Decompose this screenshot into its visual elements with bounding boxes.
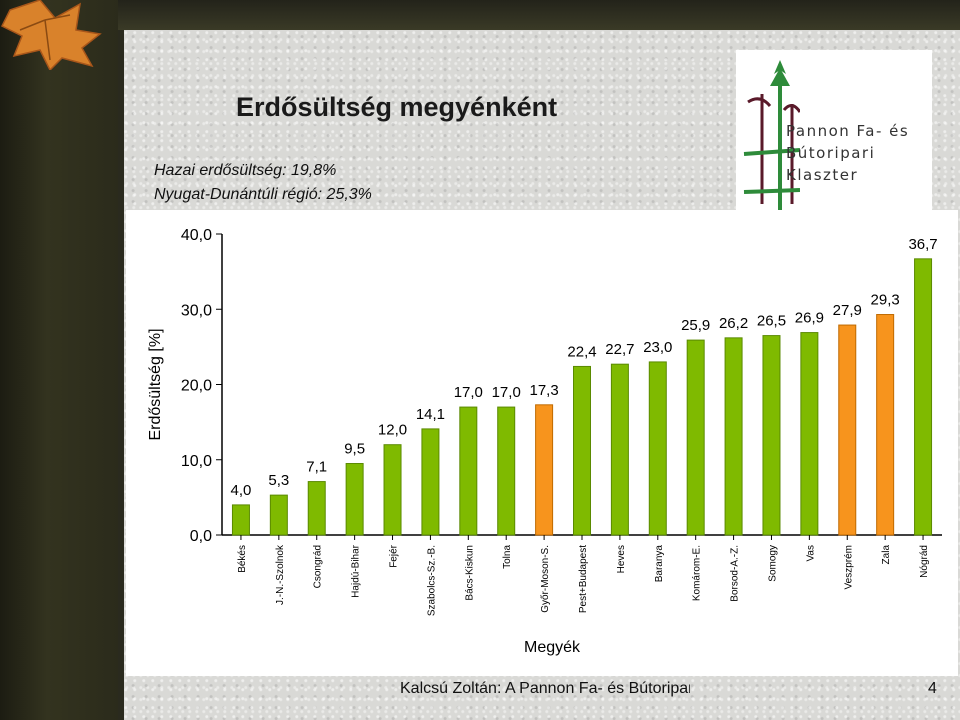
x-tick-label: Veszprém: [843, 545, 854, 589]
forest-ratio-bar-chart: 0,0 10,0 20,0 30,0 40,0 Erdősültség [%] 4,0 Bék…: [147, 227, 942, 656]
bar: [686, 339, 705, 536]
y-tick-label: 10,0: [181, 453, 212, 470]
x-tick-label: Heves: [616, 545, 627, 573]
bar-value-label: 22,7: [605, 341, 634, 358]
bar: [345, 463, 364, 536]
logo-line-2: Bútoripari: [786, 144, 876, 162]
x-tick-label: Hajdú-Bihar: [351, 544, 362, 597]
bar: [610, 363, 629, 536]
y-tick-label: 20,0: [181, 378, 212, 395]
bar: [800, 332, 819, 536]
cluster-logo: Pannon Fa- és Bútoripari Klaszter: [736, 50, 932, 226]
x-tick-label: Győr-Moson-S.: [540, 545, 551, 613]
national-forest-ratio: Hazai erdősültség: 19,8%: [154, 162, 337, 179]
x-tick-label: J.-N.-Szolnok: [275, 544, 286, 605]
bar: [535, 404, 554, 536]
bar-value-label: 4,0: [231, 482, 252, 499]
bar-value-label: 26,9: [795, 310, 824, 327]
bar-value-label: 17,0: [492, 384, 521, 401]
bar: [914, 258, 933, 536]
x-tick-label: Szabolcs-Sz.-B.: [426, 545, 437, 616]
bar-value-label: 26,2: [719, 315, 748, 332]
y-tick-label: 0,0: [190, 528, 212, 545]
x-tick-label: Bács-Kiskun: [464, 545, 475, 601]
bar-value-label: 5,3: [268, 472, 289, 489]
bar: [724, 337, 743, 536]
bar: [307, 481, 326, 536]
logo-line-3: Klaszter: [786, 166, 859, 184]
bar: [648, 361, 667, 536]
x-tick-label: Komárom-E.: [692, 545, 703, 601]
bar-value-label: 7,1: [306, 459, 327, 476]
x-tick-label: Nógrád: [919, 545, 930, 578]
x-tick-label: Tolna: [502, 545, 513, 569]
x-tick-label: Vas: [805, 545, 816, 562]
x-tick-label: Békés: [237, 545, 248, 573]
y-axis-title: Erdősültség [%]: [147, 328, 164, 440]
regional-forest-ratio: Nyugat-Dunántúli régió: 25,3%: [154, 186, 372, 203]
bar: [383, 444, 402, 536]
bar-value-label: 23,0: [643, 339, 672, 356]
bar: [497, 406, 516, 536]
bar: [573, 365, 591, 536]
logo-line-1: Pannon Fa- és: [786, 122, 910, 140]
bar: [838, 324, 857, 536]
slide-title: Erdősültség megyénként: [236, 92, 558, 122]
slide-frame-top: [118, 0, 960, 30]
bar: [459, 406, 478, 536]
x-tick-label: Fejér: [389, 544, 400, 567]
autumn-leaf-icon: [0, 0, 102, 70]
footer-text: Kalcsú Zoltán: A Pannon Fa- és Bútoripar…: [400, 680, 690, 697]
bar: [231, 504, 250, 536]
x-tick-label: Somogy: [767, 545, 778, 582]
bar-value-label: 26,5: [757, 313, 786, 330]
bar-value-label: 22,4: [567, 343, 596, 360]
x-tick-label: Zala: [881, 545, 892, 565]
y-tick-label: 30,0: [181, 302, 212, 319]
bar-value-label: 14,1: [416, 406, 445, 423]
page-number: 4: [928, 680, 937, 697]
bar-value-label: 36,7: [908, 236, 937, 253]
x-tick-label: Pest+Budapest: [578, 545, 589, 613]
bar: [269, 494, 288, 536]
bar-value-label: 27,9: [833, 302, 862, 319]
bar-value-label: 17,3: [530, 382, 559, 399]
tree-logo-icon: [743, 60, 800, 219]
chart-container: 0,0 10,0 20,0 30,0 40,0 Erdősültség [%] 4,0 Bék…: [126, 210, 958, 676]
slide-frame-left: [0, 0, 118, 720]
y-tick-label: 40,0: [181, 227, 212, 244]
x-tick-label: Baranya: [654, 545, 665, 583]
x-tick-label: Csongrád: [313, 545, 324, 588]
x-tick-label: Borsod-A.-Z.: [730, 545, 741, 602]
bar-value-label: 17,0: [454, 384, 483, 401]
bar: [762, 335, 781, 536]
bar-value-label: 25,9: [681, 317, 710, 334]
bar-value-label: 9,5: [344, 441, 365, 458]
bar-value-label: 12,0: [378, 422, 407, 439]
x-axis-title: Megyék: [524, 639, 581, 656]
bar: [421, 428, 440, 536]
bar-value-label: 29,3: [871, 292, 900, 309]
bar: [876, 314, 895, 536]
